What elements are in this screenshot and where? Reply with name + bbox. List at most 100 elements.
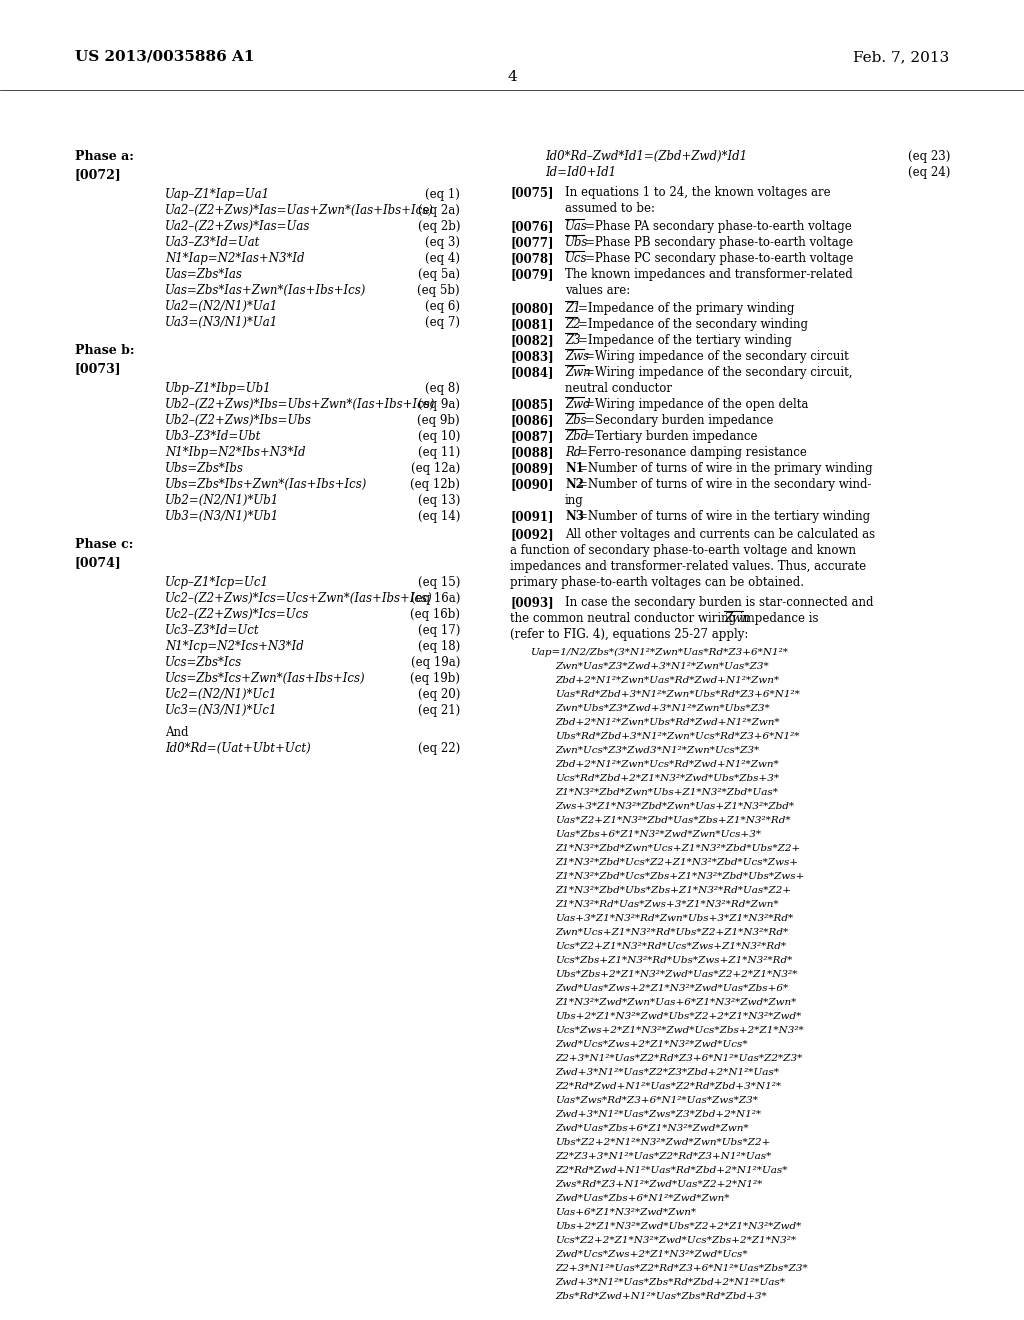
Text: Ucs*Zws+2*Z1*N3²*Zwd*Ucs*Zbs+2*Z1*N3²*: Ucs*Zws+2*Z1*N3²*Zwd*Ucs*Zbs+2*Z1*N3²* [555,1026,804,1035]
Text: In equations 1 to 24, the known voltages are: In equations 1 to 24, the known voltages… [565,186,830,199]
Text: Ucs*Z2+Z1*N3²*Rd*Ucs*Zws+Z1*N3²*Rd*: Ucs*Z2+Z1*N3²*Rd*Ucs*Zws+Z1*N3²*Rd* [555,942,786,950]
Text: =Ferro-resonance damping resistance: =Ferro-resonance damping resistance [579,446,807,459]
Text: a function of secondary phase-to-earth voltage and known: a function of secondary phase-to-earth v… [510,544,856,557]
Text: Zwn: Zwn [565,366,591,379]
Text: neutral conductor: neutral conductor [565,381,672,395]
Text: (eq 2b): (eq 2b) [418,220,460,234]
Text: Z1*N3²*Rd*Uas*Zws+3*Z1*N3²*Rd*Zwn*: Z1*N3²*Rd*Uas*Zws+3*Z1*N3²*Rd*Zwn* [555,900,778,909]
Text: (eq 12a): (eq 12a) [411,462,460,475]
Text: Z3: Z3 [565,334,581,347]
Text: Phase a:: Phase a: [75,150,134,162]
Text: Uas*Rd*Zbd+3*N1²*Zwn*Ubs*Rd*Z3+6*N1²*: Uas*Rd*Zbd+3*N1²*Zwn*Ubs*Rd*Z3+6*N1²* [555,690,800,700]
Text: (eq 3): (eq 3) [425,236,460,249]
Text: Zwd+3*N1²*Uas*Zws*Z3*Zbd+2*N1²*: Zwd+3*N1²*Uas*Zws*Z3*Zbd+2*N1²* [555,1110,761,1119]
Text: N1*Icp=N2*Ics+N3*Id: N1*Icp=N2*Ics+N3*Id [165,640,304,653]
Text: Ucs=Zbs*Ics+Zwn*(Ias+Ibs+Ics): Ucs=Zbs*Ics+Zwn*(Ias+Ibs+Ics) [165,672,366,685]
Text: Ub3–Z3*Id=Ubt: Ub3–Z3*Id=Ubt [165,430,261,444]
Text: [0077]: [0077] [510,236,554,249]
Text: Ua2–(Z2+Zws)*Ias=Uas: Ua2–(Z2+Zws)*Ias=Uas [165,220,310,234]
Text: Zwd*Ucs*Zws+2*Z1*N3²*Zwd*Ucs*: Zwd*Ucs*Zws+2*Z1*N3²*Zwd*Ucs* [555,1250,748,1259]
Text: Uas: Uas [565,220,588,234]
Text: =Wiring impedance of the open delta: =Wiring impedance of the open delta [585,399,808,411]
Text: Ub2–(Z2+Zws)*Ibs=Ubs: Ub2–(Z2+Zws)*Ibs=Ubs [165,414,312,426]
Text: (eq 5b): (eq 5b) [418,284,460,297]
Text: Ub3=(N3/N1)*Ub1: Ub3=(N3/N1)*Ub1 [165,510,280,523]
Text: N1*Ibp=N2*Ibs+N3*Id: N1*Ibp=N2*Ibs+N3*Id [165,446,305,459]
Text: =Wiring impedance of the secondary circuit,: =Wiring impedance of the secondary circu… [585,366,852,379]
Text: Uc3–Z3*Id=Uct: Uc3–Z3*Id=Uct [165,624,260,638]
Text: (eq 16b): (eq 16b) [410,609,460,620]
Text: Zwd*Uas*Zbs+6*Z1*N3²*Zwd*Zwn*: Zwd*Uas*Zbs+6*Z1*N3²*Zwd*Zwn* [555,1125,749,1133]
Text: [0073]: [0073] [75,362,122,375]
Text: Zws: Zws [565,350,589,363]
Text: Uc2=(N2/N1)*Uc1: Uc2=(N2/N1)*Uc1 [165,688,278,701]
Text: Phase c:: Phase c: [75,539,133,550]
Text: (eq 6): (eq 6) [425,300,460,313]
Text: Zwd: Zwd [565,399,591,411]
Text: Uas+3*Z1*N3²*Rd*Zwn*Ubs+3*Z1*N3²*Rd*: Uas+3*Z1*N3²*Rd*Zwn*Ubs+3*Z1*N3²*Rd* [555,913,794,923]
Text: [0083]: [0083] [510,350,554,363]
Text: [0088]: [0088] [510,446,554,459]
Text: (eq 9b): (eq 9b) [418,414,460,426]
Text: (eq 8): (eq 8) [425,381,460,395]
Text: (eq 1): (eq 1) [425,187,460,201]
Text: [0076]: [0076] [510,220,554,234]
Text: US 2013/0035886 A1: US 2013/0035886 A1 [75,50,255,63]
Text: N3: N3 [565,510,584,523]
Text: Zwd*Uas*Zws+2*Z1*N3²*Zwd*Uas*Zbs+6*: Zwd*Uas*Zws+2*Z1*N3²*Zwd*Uas*Zbs+6* [555,983,788,993]
Text: Z1*N3²*Zwd*Zwn*Uas+6*Z1*N3²*Zwd*Zwn*: Z1*N3²*Zwd*Zwn*Uas+6*Z1*N3²*Zwd*Zwn* [555,998,797,1007]
Text: (eq 24): (eq 24) [907,166,950,180]
Text: Zbs: Zbs [565,414,587,426]
Text: Uas*Z2+Z1*N3²*Zbd*Uas*Zbs+Z1*N3²*Rd*: Uas*Z2+Z1*N3²*Zbd*Uas*Zbs+Z1*N3²*Rd* [555,816,791,825]
Text: Rd: Rd [565,446,582,459]
Text: 4: 4 [507,70,517,84]
Text: Ubs: Ubs [565,236,589,249]
Text: [0093]: [0093] [510,597,554,609]
Text: N1: N1 [565,462,584,475]
Text: (eq 5a): (eq 5a) [418,268,460,281]
Text: (eq 16a): (eq 16a) [411,591,460,605]
Text: =Phase PA secondary phase-to-earth voltage: =Phase PA secondary phase-to-earth volta… [585,220,851,234]
Text: =Secondary burden impedance: =Secondary burden impedance [585,414,773,426]
Text: In case the secondary burden is star-connected and: In case the secondary burden is star-con… [565,597,873,609]
Text: Z1*N3²*Zbd*Ubs*Zbs+Z1*N3²*Rd*Uas*Z2+: Z1*N3²*Zbd*Ubs*Zbs+Z1*N3²*Rd*Uas*Z2+ [555,886,792,895]
Text: Ub2–(Z2+Zws)*Ibs=Ubs+Zwn*(Ias+Ibs+Ics): Ub2–(Z2+Zws)*Ibs=Ubs+Zwn*(Ias+Ibs+Ics) [165,399,435,411]
Text: (eq 4): (eq 4) [425,252,460,265]
Text: (eq 19b): (eq 19b) [410,672,460,685]
Text: Ua3–Z3*Id=Uat: Ua3–Z3*Id=Uat [165,236,260,249]
Text: [0075]: [0075] [510,186,554,199]
Text: Zwn*Ubs*Z3*Zwd+3*N1²*Zwn*Ubs*Z3*: Zwn*Ubs*Z3*Zwd+3*N1²*Zwn*Ubs*Z3* [555,704,770,713]
Text: (eq 2a): (eq 2a) [418,205,460,216]
Text: ing: ing [565,494,584,507]
Text: Z1: Z1 [565,302,581,315]
Text: Uas=Zbs*Ias+Zwn*(Ias+Ibs+Ics): Uas=Zbs*Ias+Zwn*(Ias+Ibs+Ics) [165,284,367,297]
Text: values are:: values are: [565,284,630,297]
Text: [0086]: [0086] [510,414,554,426]
Text: [0082]: [0082] [510,334,554,347]
Text: (eq 17): (eq 17) [418,624,460,638]
Text: (eq 19a): (eq 19a) [411,656,460,669]
Text: [0074]: [0074] [75,556,122,569]
Text: the common neutral conductor wiring impedance is: the common neutral conductor wiring impe… [510,612,822,624]
Text: [0092]: [0092] [510,528,554,541]
Text: Ua2–(Z2+Zws)*Ias=Uas+Zwn*(Ias+Ibs+Ics): Ua2–(Z2+Zws)*Ias=Uas+Zwn*(Ias+Ibs+Ics) [165,205,434,216]
Text: Ubp–Z1*Ibp=Ub1: Ubp–Z1*Ibp=Ub1 [165,381,271,395]
Text: The known impedances and transformer-related: The known impedances and transformer-rel… [565,268,853,281]
Text: [0079]: [0079] [510,268,554,281]
Text: Zwn*Ucs*Z3*Zwd3*N1²*Zwn*Ucs*Z3*: Zwn*Ucs*Z3*Zwd3*N1²*Zwn*Ucs*Z3* [555,746,759,755]
Text: =Number of turns of wire in the secondary wind-: =Number of turns of wire in the secondar… [579,478,871,491]
Text: [0072]: [0072] [75,168,122,181]
Text: N2: N2 [565,478,584,491]
Text: =Impedance of the secondary winding: =Impedance of the secondary winding [579,318,808,331]
Text: Z1*N3²*Zbd*Ucs*Z2+Z1*N3²*Zbd*Ucs*Zws+: Z1*N3²*Zbd*Ucs*Z2+Z1*N3²*Zbd*Ucs*Zws+ [555,858,798,867]
Text: (eq 14): (eq 14) [418,510,460,523]
Text: (eq 12b): (eq 12b) [411,478,460,491]
Text: Z2*Rd*Zwd+N1²*Uas*Z2*Rd*Zbd+3*N1²*: Z2*Rd*Zwd+N1²*Uas*Z2*Rd*Zbd+3*N1²* [555,1082,781,1092]
Text: Ubs*Rd*Zbd+3*N1²*Zwn*Ucs*Rd*Z3+6*N1²*: Ubs*Rd*Zbd+3*N1²*Zwn*Ucs*Rd*Z3+6*N1²* [555,733,800,741]
Text: Zwd+3*N1²*Uas*Z2*Z3*Zbd+2*N1²*Uas*: Zwd+3*N1²*Uas*Z2*Z3*Zbd+2*N1²*Uas* [555,1068,779,1077]
Text: [0085]: [0085] [510,399,554,411]
Text: Uas+6*Z1*N3²*Zwd*Zwn*: Uas+6*Z1*N3²*Zwd*Zwn* [555,1208,696,1217]
Text: Ucp–Z1*Icp=Uc1: Ucp–Z1*Icp=Uc1 [165,576,269,589]
Text: [0084]: [0084] [510,366,554,379]
Text: [0090]: [0090] [510,478,554,491]
